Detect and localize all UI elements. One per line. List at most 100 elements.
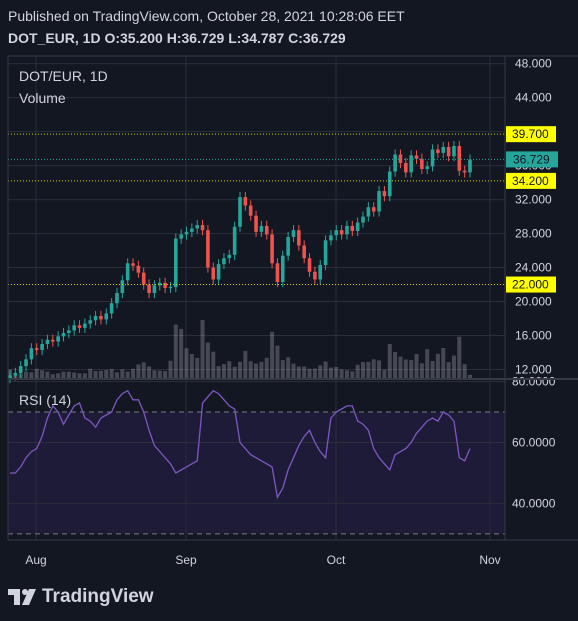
level-label: 22.000 — [506, 276, 556, 293]
candle-body — [297, 230, 301, 246]
candle-body — [414, 155, 419, 159]
tradingview-logo[interactable]: TradingView — [8, 586, 154, 608]
volume-bar — [248, 361, 253, 378]
volume-bar — [88, 368, 93, 378]
volume-bar — [195, 357, 200, 378]
tradingview-logo-text: TradingView — [42, 586, 154, 607]
candle-body — [152, 285, 157, 294]
volume-bar — [275, 345, 280, 378]
date-tick-label: Sep — [175, 553, 197, 567]
volume-bar — [441, 347, 446, 378]
volume-bar — [457, 336, 462, 378]
volume-bar — [339, 369, 344, 378]
volume-bar — [98, 370, 103, 378]
candle-body — [83, 323, 87, 328]
candle-body — [141, 272, 146, 285]
volume-bar — [361, 362, 366, 378]
volume-bar — [34, 368, 39, 378]
level-label-text: 22.000 — [512, 278, 549, 292]
volume-bar — [355, 364, 360, 378]
level-label-text: 34.200 — [512, 174, 549, 188]
volume-bar — [120, 369, 125, 378]
published-info: Published on TradingView.com, October 28… — [8, 8, 405, 24]
candle-body — [61, 332, 66, 337]
volume-bar — [131, 368, 136, 378]
candle-body — [248, 205, 253, 216]
candle-body — [323, 240, 328, 266]
last-price-text: 36.729 — [513, 152, 550, 166]
symbol-legend: DOT/EUR, 1D — [19, 68, 108, 84]
candle-body — [120, 280, 125, 294]
volume-bar — [291, 363, 296, 378]
candle-body — [409, 155, 413, 173]
volume-bar — [141, 362, 146, 378]
volume-bar — [334, 367, 339, 378]
volume-bar — [168, 360, 173, 378]
candle-body — [77, 325, 82, 328]
candle-body — [254, 215, 258, 232]
candle-body — [425, 166, 430, 169]
volume-bar — [430, 360, 435, 378]
candle-body — [184, 231, 189, 235]
candle-body — [131, 263, 135, 266]
candle-body — [436, 149, 440, 153]
volume-bar — [221, 364, 226, 378]
volume-bar — [307, 368, 312, 378]
volume-bar — [152, 370, 157, 378]
level-label-bg — [506, 126, 556, 143]
candle-body — [355, 222, 360, 232]
candle-body — [345, 225, 349, 235]
rsi-tick-label: 40.0000 — [512, 496, 556, 510]
volume-bar — [125, 371, 130, 378]
candle-body — [313, 271, 317, 280]
level-label: 39.700 — [506, 126, 556, 143]
volume-bar — [387, 343, 392, 378]
candle-body — [93, 315, 98, 321]
volume-bar — [189, 354, 194, 378]
volume-bar — [419, 363, 424, 378]
candle-body — [174, 238, 178, 288]
volume-bar — [184, 348, 189, 378]
candle-body — [446, 146, 451, 157]
volume-bar — [312, 368, 317, 378]
candle-body — [243, 197, 248, 206]
rsi-band — [8, 412, 505, 534]
price-tick-label: 44.000 — [515, 91, 552, 105]
candle-body — [270, 234, 274, 264]
volume-bar — [414, 354, 419, 378]
volume-bar — [56, 373, 61, 378]
date-tick-label: Aug — [25, 553, 46, 567]
candle-body — [307, 258, 312, 272]
price-tick-label: 24.000 — [515, 261, 552, 275]
volume-bar — [66, 371, 71, 378]
volume-bar — [366, 361, 371, 378]
volume-bar — [446, 362, 451, 378]
last-price-bg — [506, 151, 558, 168]
candle-body — [457, 146, 462, 171]
rsi-tick-label: 80.0000 — [512, 375, 556, 389]
candle-body — [318, 265, 323, 280]
volume-bar — [29, 372, 34, 378]
volume-bar — [238, 361, 242, 378]
candle-body — [275, 263, 280, 282]
candle-body — [67, 330, 71, 333]
candle-body — [56, 336, 60, 342]
level-label-text: 39.700 — [512, 127, 549, 141]
price-tick-label: 48.000 — [515, 57, 552, 71]
candle-body — [366, 207, 371, 217]
candle-body — [302, 245, 306, 259]
volume-bar — [173, 324, 178, 378]
last-price-label: 36.729 — [506, 151, 558, 168]
candle-body — [452, 146, 456, 157]
volume-bar — [398, 356, 403, 378]
volume-bar — [82, 373, 87, 378]
volume-bar — [318, 365, 323, 378]
candle-body — [227, 254, 232, 259]
price-tick-label: 16.000 — [515, 329, 552, 343]
date-tick-label: Oct — [327, 553, 346, 567]
candle-body — [206, 230, 210, 268]
tradingview-logo-icon — [8, 589, 36, 605]
volume-bar — [425, 349, 430, 378]
candle-body — [40, 344, 44, 350]
